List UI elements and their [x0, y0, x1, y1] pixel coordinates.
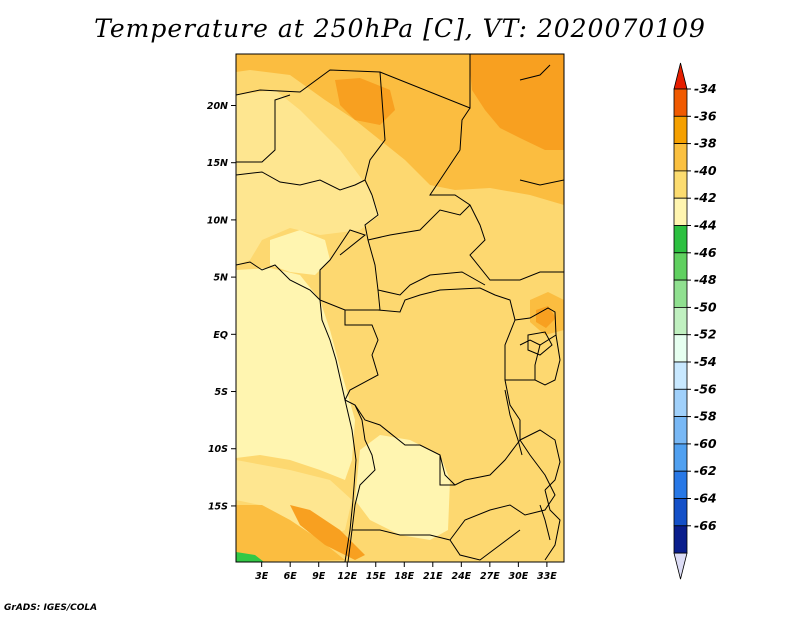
colorbar-bottom-arrow [673, 552, 688, 580]
colorbar-label: -60 [694, 436, 717, 451]
field-warm-streak [290, 505, 365, 560]
lon-tick-label: 15E [366, 571, 386, 582]
colorbar-swatch [673, 252, 688, 281]
colorbar-swatch [673, 498, 688, 527]
colorbar-label: -34 [694, 81, 717, 96]
border-lake-tanganyika [504, 389, 523, 456]
border-lake-malawi [539, 504, 551, 541]
map-title: Temperature at 250hPa [C], VT: 202007010… [94, 14, 706, 43]
lon-tick-label: 27E [480, 571, 500, 582]
longitude-axis: 3E 6E 9E 12E 15E 18E 21E 24E 27E 30E 33E [255, 562, 557, 582]
border-ethiopia [519, 179, 564, 186]
border-zambia [449, 439, 556, 541]
border-drc [344, 287, 521, 486]
colorbar-swatch [673, 115, 688, 145]
country-borders [236, 54, 564, 562]
lat-tick-label: 15S [208, 501, 228, 512]
colorbar-label: -52 [694, 327, 717, 342]
border-namibia [347, 529, 353, 562]
lon-tick-label: 9E [312, 571, 326, 582]
colorbar-swatch [673, 388, 688, 417]
colorbar-label: -66 [694, 518, 717, 533]
colorbar-swatch [673, 170, 688, 199]
colorbar-label: -38 [694, 136, 717, 151]
colorbar-swatch [673, 279, 688, 308]
lon-tick-label: 3E [255, 571, 269, 582]
temperature-field [236, 54, 564, 562]
grads-credit: GrADS: IGES/COLA [4, 603, 98, 613]
border-north-2 [364, 71, 386, 196]
lon-tick-label: 12E [337, 571, 357, 582]
lon-tick-label: 6E [284, 571, 298, 582]
border-coast [236, 261, 357, 562]
colorbar-label: -46 [694, 245, 717, 260]
colorbar-top-arrow [673, 62, 688, 90]
border-nigeria [236, 94, 291, 163]
colorbar-label: -44 [694, 218, 717, 233]
lon-tick-label: 33E [537, 571, 557, 582]
lon-tick-label: 21E [423, 571, 443, 582]
colorbar-label: -50 [694, 299, 717, 314]
border-angola [351, 404, 451, 541]
lat-tick-label: 5S [215, 387, 229, 398]
border-south [449, 529, 521, 561]
field-cool-congo [355, 435, 450, 540]
border-east-4 [519, 429, 561, 491]
border-east-5 [544, 489, 561, 561]
field-warm-northeast [470, 54, 564, 150]
lat-tick-label: 10S [208, 444, 228, 455]
border-lake-victoria [527, 331, 553, 356]
colorbar-swatch [673, 88, 688, 117]
lat-tick-label: 10N [207, 215, 228, 226]
border-sudan [429, 107, 564, 281]
lat-tick-label: 15N [207, 158, 228, 169]
border-river [519, 64, 551, 81]
latitude-axis: 20N 15N 10N 5N EQ 5S 10S 15S [207, 101, 236, 512]
colorbar-label: -48 [694, 272, 717, 287]
colorbar-swatch [673, 525, 688, 554]
field-warm-libya [335, 78, 395, 125]
border-nigeria-2 [236, 171, 366, 191]
lon-tick-label: 18E [394, 571, 414, 582]
field-cool-ocean [236, 268, 355, 480]
colorbar-swatch [673, 306, 688, 336]
colorbar-swatch [673, 416, 688, 445]
border-east-2 [534, 334, 561, 386]
field-mid-north [236, 90, 380, 265]
border-east-1 [514, 307, 557, 346]
plot-frame [235, 53, 565, 563]
colorbar-swatch [673, 443, 688, 472]
field-green-patch [236, 552, 264, 562]
field-cool-coast [236, 275, 252, 445]
colorbar-swatch [673, 143, 688, 172]
border-car [367, 204, 471, 241]
border-cameroon [319, 229, 381, 311]
colorbar-label: -36 [694, 108, 717, 123]
field-cool-cameroon [270, 230, 330, 275]
lat-tick-label: 20N [207, 101, 228, 112]
field-warm-southwest [236, 505, 345, 562]
border-angola-2 [439, 455, 455, 486]
colorbar-swatch [673, 361, 688, 390]
colorbar-label: -58 [694, 409, 717, 424]
colorbar-swatch [673, 334, 688, 363]
colorbar-label: -64 [694, 491, 717, 506]
colorbar: -34 -36 -38 -40 -42 -44 -46 -48 -50 -52 -54 -56 -58 -… [673, 62, 717, 580]
colorbar-swatch [673, 197, 688, 226]
colorbar-label: -40 [694, 163, 717, 178]
colorbar-label: -62 [694, 463, 717, 478]
lat-tick-label: 5N [213, 273, 228, 284]
lon-tick-label: 24E [451, 571, 471, 582]
colorbar-label: -54 [694, 354, 717, 369]
colorbar-swatch [673, 470, 688, 499]
colorbar-label: -42 [694, 190, 717, 205]
colorbar-swatch [673, 225, 688, 254]
colorbar-label: -56 [694, 381, 717, 396]
border-congo [344, 310, 379, 401]
lon-tick-label: 30E [509, 571, 529, 582]
lat-tick-label: EQ [213, 330, 228, 341]
